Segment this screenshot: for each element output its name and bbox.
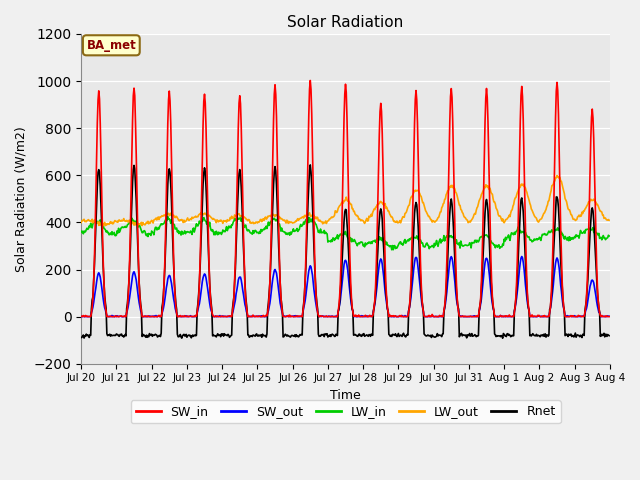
SW_in <box>77 313 85 319</box>
Rnet <box>87 332 95 338</box>
Rnet <box>141 333 149 339</box>
LW_out <box>77 220 85 226</box>
SW_in <box>78 314 86 320</box>
LW_out <box>553 173 561 179</box>
Rnet <box>195 291 202 297</box>
LW_in <box>196 218 204 224</box>
LW_in <box>605 233 613 239</box>
Y-axis label: Solar Radiation (W/m2): Solar Radiation (W/m2) <box>15 126 28 272</box>
Rnet <box>307 162 314 168</box>
Line: SW_in: SW_in <box>81 81 609 317</box>
Rnet <box>426 333 433 339</box>
LW_in <box>426 244 434 250</box>
LW_out <box>142 221 150 227</box>
Line: SW_out: SW_out <box>81 256 609 317</box>
Line: LW_in: LW_in <box>81 216 609 250</box>
Text: BA_met: BA_met <box>86 39 136 52</box>
SW_out <box>142 313 150 319</box>
Line: LW_out: LW_out <box>81 176 609 226</box>
LW_in <box>223 228 231 234</box>
SW_in <box>605 314 613 320</box>
LW_out <box>605 217 613 223</box>
Rnet <box>605 333 613 338</box>
SW_out <box>77 313 85 319</box>
SW_in <box>307 78 314 84</box>
SW_in <box>142 314 150 320</box>
SW_out <box>605 313 613 319</box>
Title: Solar Radiation: Solar Radiation <box>287 15 404 30</box>
Rnet <box>77 335 85 340</box>
LW_out <box>410 190 418 195</box>
SW_in <box>223 314 231 320</box>
SW_in <box>196 279 204 285</box>
LW_out <box>223 217 231 223</box>
SW_out <box>410 265 418 271</box>
LW_out <box>196 211 204 217</box>
LW_in <box>411 235 419 240</box>
SW_out <box>426 314 433 320</box>
LW_out <box>87 218 95 224</box>
SW_out <box>88 309 95 315</box>
SW_out <box>78 314 86 320</box>
SW_out <box>223 313 231 319</box>
SW_in <box>411 120 419 126</box>
SW_out <box>518 253 525 259</box>
Rnet <box>410 225 418 231</box>
SW_in <box>88 310 95 316</box>
LW_in <box>164 214 172 219</box>
SW_in <box>426 314 434 320</box>
Rnet <box>499 336 506 341</box>
LW_out <box>426 214 433 219</box>
LW_in <box>77 229 85 235</box>
Line: Rnet: Rnet <box>81 165 609 338</box>
LW_in <box>141 228 149 234</box>
LW_out <box>99 223 107 228</box>
Legend: SW_in, SW_out, LW_in, LW_out, Rnet: SW_in, SW_out, LW_in, LW_out, Rnet <box>131 400 561 423</box>
X-axis label: Time: Time <box>330 389 361 402</box>
SW_out <box>196 301 204 307</box>
Rnet <box>223 332 230 338</box>
LW_in <box>87 220 95 226</box>
LW_in <box>388 247 396 252</box>
